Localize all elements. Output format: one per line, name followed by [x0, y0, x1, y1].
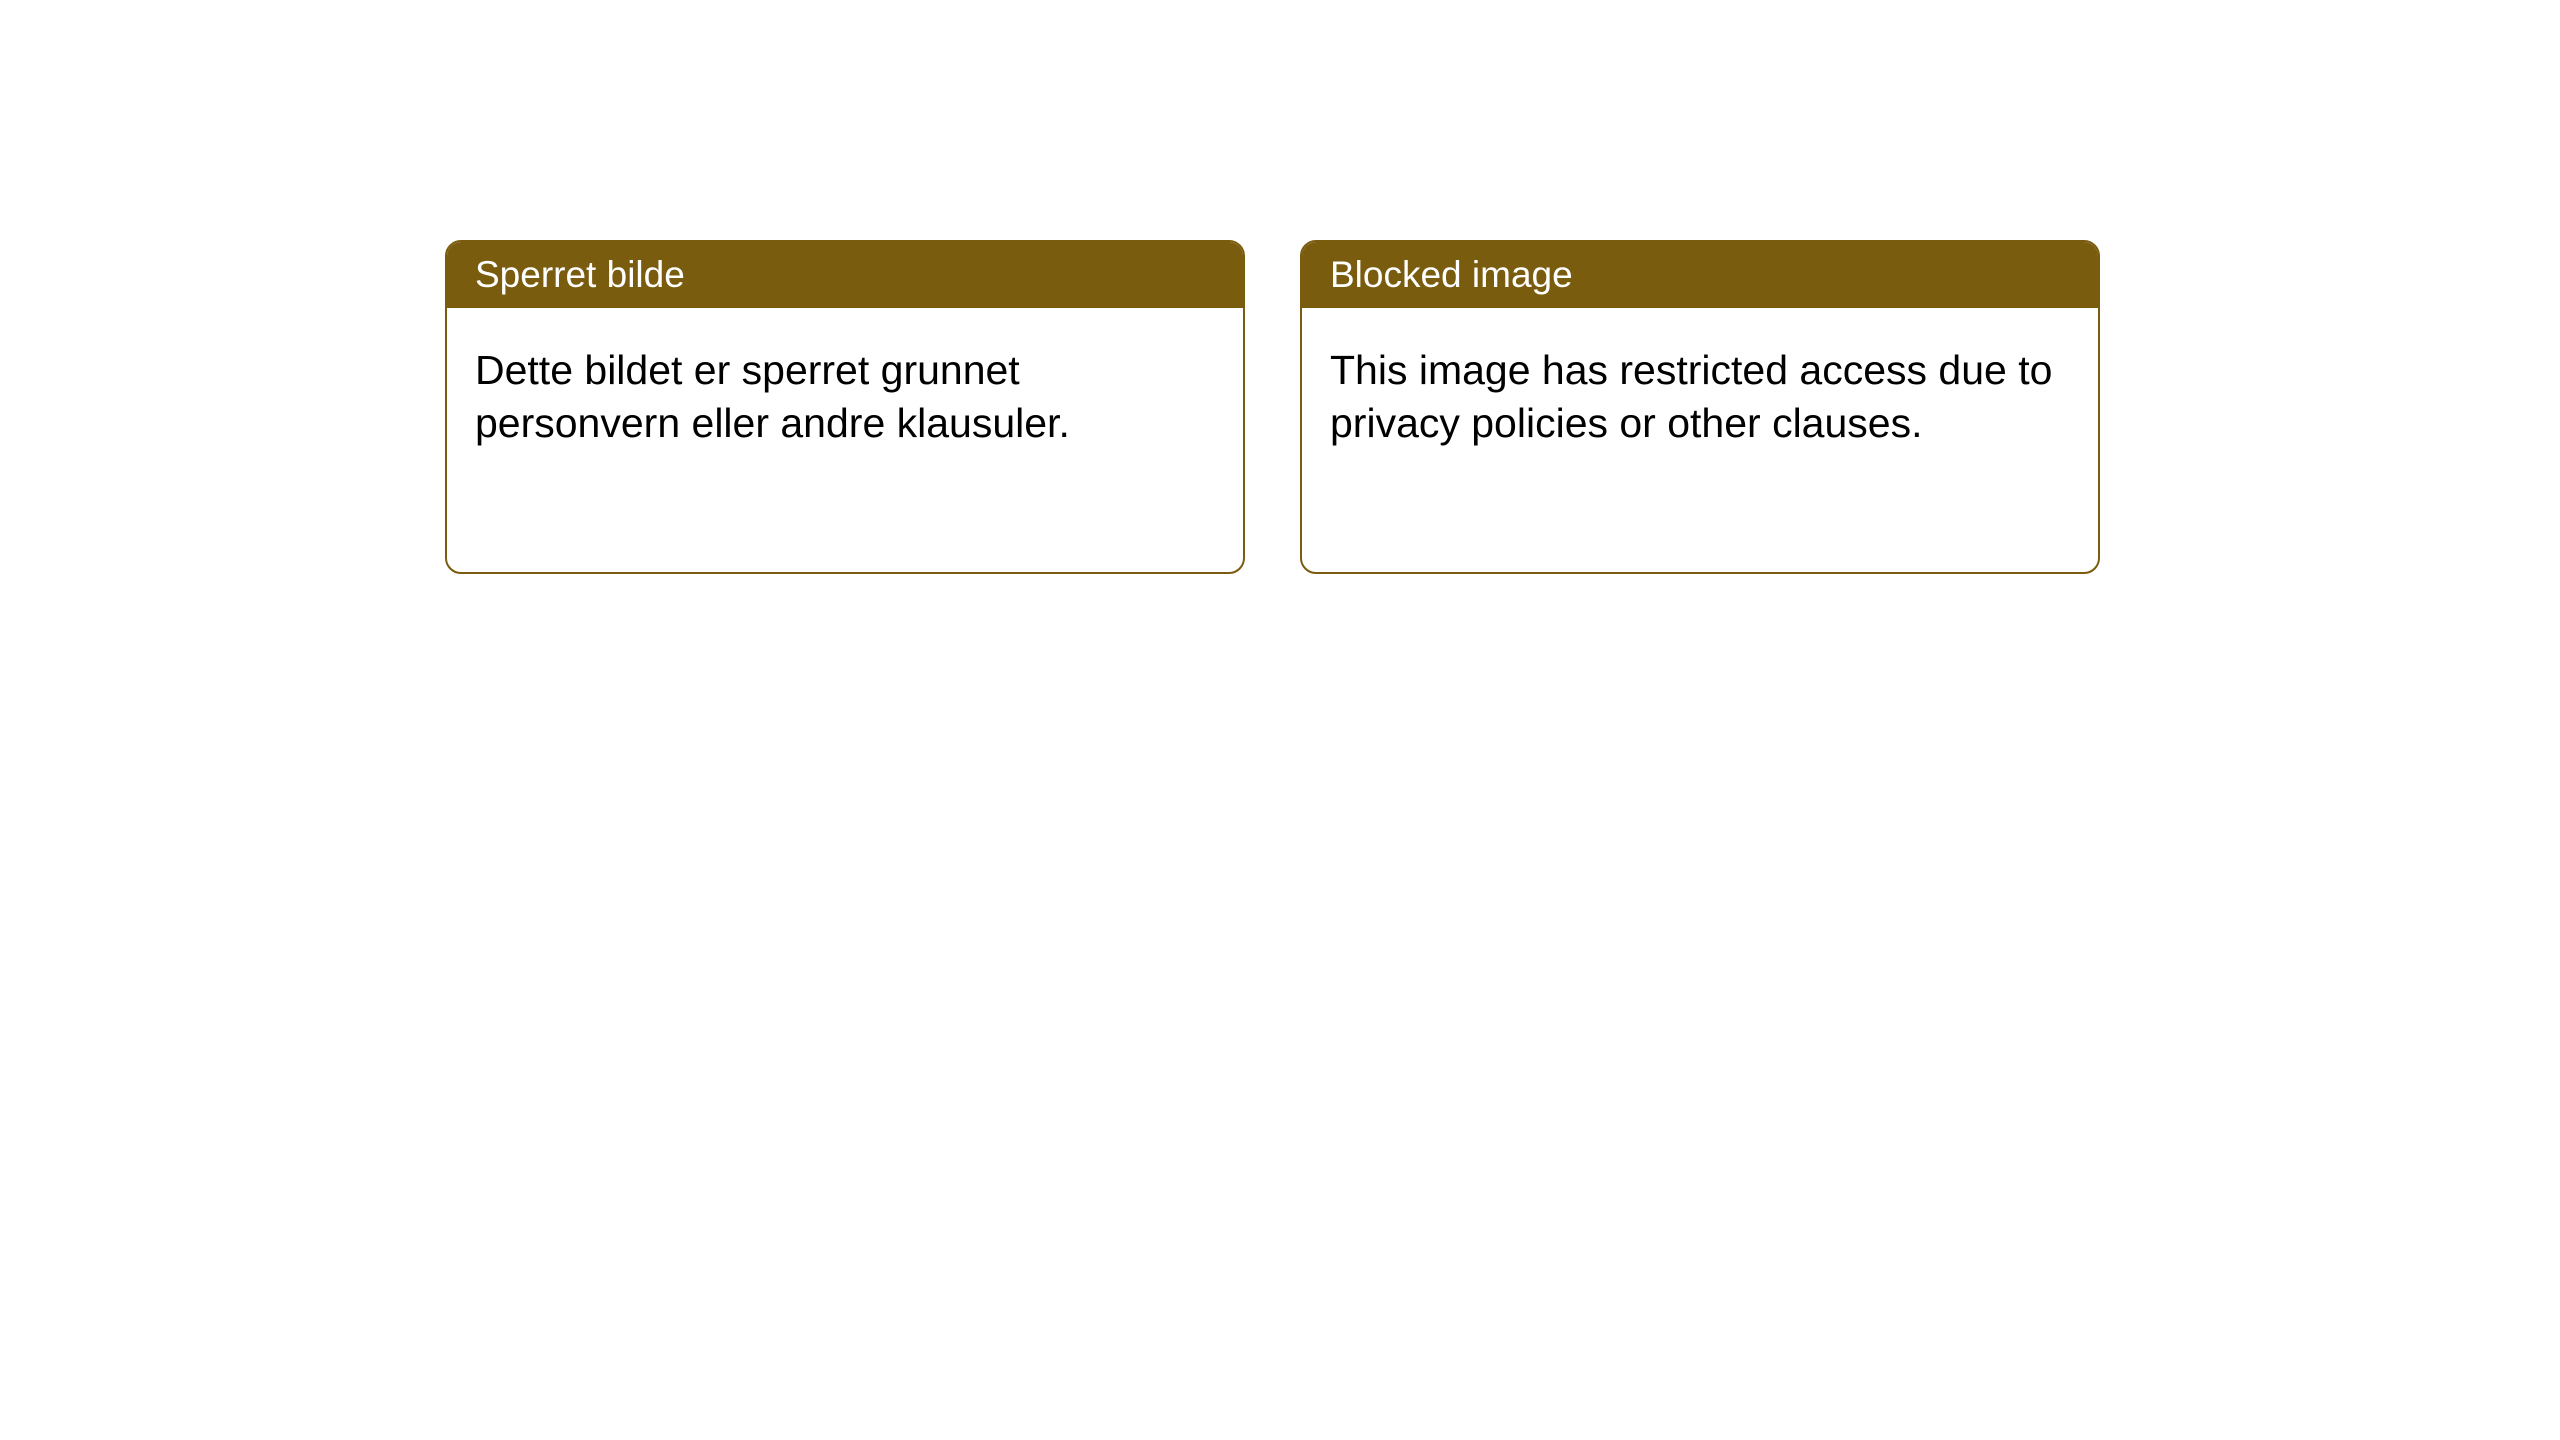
- card-body-text: This image has restricted access due to …: [1330, 347, 2052, 446]
- card-title: Sperret bilde: [475, 254, 685, 295]
- card-header: Blocked image: [1302, 242, 2098, 308]
- notice-card-norwegian: Sperret bilde Dette bildet er sperret gr…: [445, 240, 1245, 574]
- card-body-text: Dette bildet er sperret grunnet personve…: [475, 347, 1070, 446]
- card-title: Blocked image: [1330, 254, 1573, 295]
- card-body: Dette bildet er sperret grunnet personve…: [447, 308, 1243, 487]
- notice-cards-container: Sperret bilde Dette bildet er sperret gr…: [445, 240, 2560, 574]
- notice-card-english: Blocked image This image has restricted …: [1300, 240, 2100, 574]
- card-header: Sperret bilde: [447, 242, 1243, 308]
- card-body: This image has restricted access due to …: [1302, 308, 2098, 487]
